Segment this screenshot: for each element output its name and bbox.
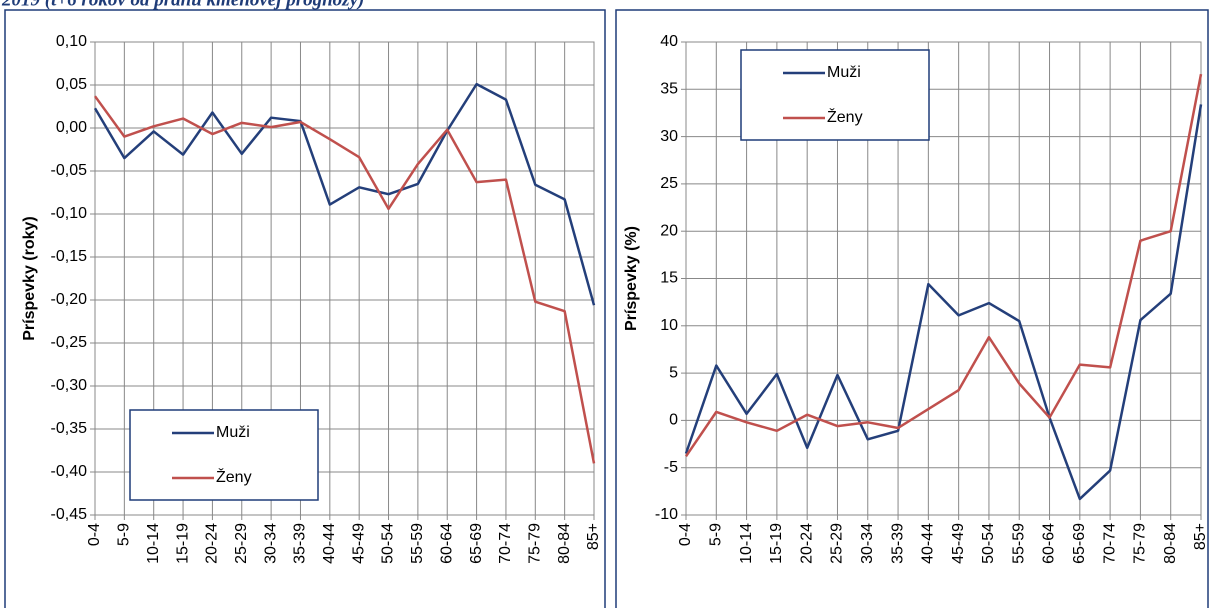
x-tick-label: 70-74 xyxy=(497,523,514,564)
y-tick-label: 15 xyxy=(660,270,678,287)
y-tick-label: 0,00 xyxy=(56,119,87,136)
x-tick-label: 45-49 xyxy=(950,523,967,564)
x-tick-label: 70-74 xyxy=(1101,523,1118,564)
series-line xyxy=(93,95,596,464)
x-tick-label: 15-19 xyxy=(174,523,191,564)
y-tick-label: -0,10 xyxy=(51,205,88,222)
x-tick-label: 35-39 xyxy=(889,523,906,564)
page-title: 2019 (t+6 rokov od prahu kmeňovej prognó… xyxy=(1,0,364,10)
legend-box xyxy=(129,409,319,501)
y-tick-label: 25 xyxy=(660,175,678,192)
x-tick-label: 35-39 xyxy=(292,523,309,564)
x-tick-label: 80-84 xyxy=(556,523,573,564)
x-tick-label: 10-14 xyxy=(738,523,755,564)
x-tick-label: 55-59 xyxy=(1010,523,1027,564)
x-tick-label: 15-19 xyxy=(768,523,785,564)
y-axis-label: Príspevky (%) xyxy=(623,226,640,331)
y-tick-label: 10 xyxy=(660,317,678,334)
x-tick-label: 45-49 xyxy=(350,523,367,564)
y-tick-label: 40 xyxy=(660,33,678,50)
x-tick-label: 40-44 xyxy=(920,523,937,564)
plot-frame xyxy=(94,41,595,516)
y-tick-label: -0,20 xyxy=(51,291,88,308)
y-tick-label: -0,45 xyxy=(51,506,88,523)
x-tick-label: 55-59 xyxy=(409,523,426,564)
legend-label: Muži xyxy=(216,424,250,441)
x-tick-label: 5-9 xyxy=(708,523,725,546)
y-tick-label: 35 xyxy=(660,81,678,98)
y-tick-label: -10 xyxy=(655,506,678,523)
x-tick-label: 0-4 xyxy=(86,523,103,546)
y-tick-label: -5 xyxy=(664,459,678,476)
x-tick-label: 85+ xyxy=(585,523,602,550)
x-tick-label: 10-14 xyxy=(145,523,162,564)
y-tick-label: -0,30 xyxy=(51,377,88,394)
x-tick-label: 25-29 xyxy=(233,523,250,564)
y-tick-label: -0,05 xyxy=(51,162,88,179)
legend-label: Ženy xyxy=(216,467,252,486)
y-tick-label: -0,35 xyxy=(51,420,88,437)
y-tick-label: 5 xyxy=(669,364,678,381)
y-tick-label: 0,10 xyxy=(56,33,87,50)
series-line xyxy=(684,104,1203,501)
plot-frame xyxy=(685,41,1202,516)
x-tick-label: 65-69 xyxy=(468,523,485,564)
legend-box xyxy=(740,49,930,141)
y-tick-label: -0,25 xyxy=(51,334,88,351)
x-tick-label: 80-84 xyxy=(1162,523,1179,564)
panel-border xyxy=(615,9,1209,608)
x-tick-label: 75-79 xyxy=(1132,523,1149,564)
x-tick-label: 60-64 xyxy=(438,523,455,564)
legend-label: Ženy xyxy=(827,107,863,126)
x-tick-label: 25-29 xyxy=(829,523,846,564)
x-tick-label: 85+ xyxy=(1192,523,1209,550)
x-tick-label: 50-54 xyxy=(380,523,397,564)
x-tick-label: 75-79 xyxy=(527,523,544,564)
x-tick-label: 40-44 xyxy=(321,523,338,564)
legend-label: Muži xyxy=(827,64,861,81)
series-line xyxy=(93,82,596,306)
series-line xyxy=(684,73,1203,458)
panel-border xyxy=(4,9,606,608)
y-tick-label: -0,15 xyxy=(51,248,88,265)
x-tick-label: 60-64 xyxy=(1041,523,1058,564)
x-tick-label: 20-24 xyxy=(798,523,815,564)
x-tick-label: 5-9 xyxy=(116,523,133,546)
y-tick-label: 0,05 xyxy=(56,76,87,93)
y-axis-label: Príspevky (roky) xyxy=(21,216,38,341)
y-tick-label: 30 xyxy=(660,128,678,145)
y-tick-label: 20 xyxy=(660,222,678,239)
x-tick-label: 50-54 xyxy=(980,523,997,564)
x-tick-label: 30-34 xyxy=(859,523,876,564)
y-tick-label: -0,40 xyxy=(51,463,88,480)
x-tick-label: 20-24 xyxy=(204,523,221,564)
x-tick-label: 0-4 xyxy=(677,523,694,546)
y-tick-label: 0 xyxy=(669,412,678,429)
x-tick-label: 65-69 xyxy=(1071,523,1088,564)
x-tick-label: 30-34 xyxy=(262,523,279,564)
